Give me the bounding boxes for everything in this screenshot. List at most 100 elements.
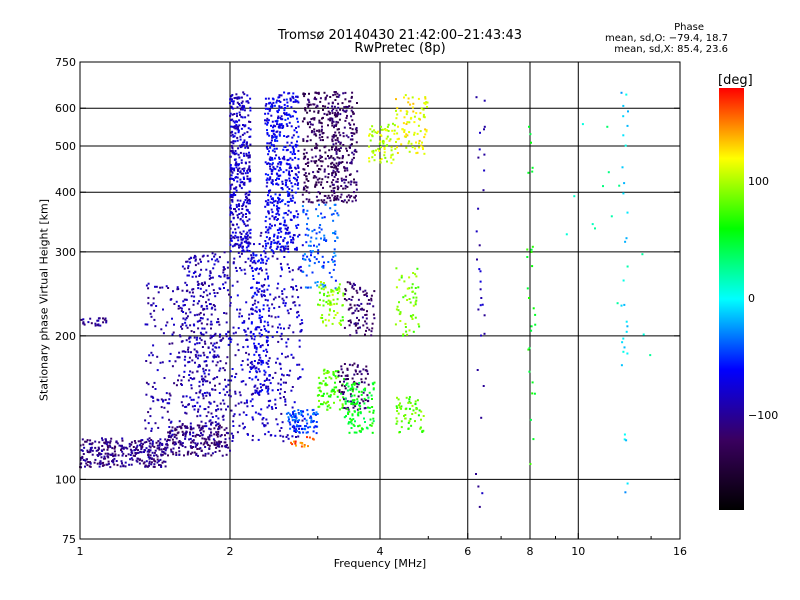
data-point bbox=[247, 327, 250, 330]
data-point bbox=[205, 425, 208, 428]
data-point bbox=[532, 307, 535, 310]
data-point bbox=[318, 386, 321, 389]
data-point bbox=[290, 106, 293, 109]
data-point bbox=[147, 448, 150, 451]
data-point bbox=[206, 391, 209, 394]
data-point bbox=[245, 154, 248, 157]
data-point bbox=[356, 408, 359, 411]
data-point bbox=[202, 394, 205, 397]
data-point bbox=[146, 465, 149, 468]
colorbar bbox=[719, 88, 744, 510]
data-point bbox=[621, 341, 624, 344]
data-point bbox=[249, 128, 252, 131]
data-point bbox=[201, 426, 204, 429]
data-point bbox=[125, 446, 127, 449]
data-point bbox=[137, 440, 140, 443]
data-point bbox=[271, 179, 274, 182]
data-point bbox=[335, 148, 338, 151]
data-point bbox=[238, 203, 240, 206]
data-point bbox=[280, 250, 283, 253]
data-point bbox=[274, 371, 277, 374]
data-point bbox=[240, 252, 243, 255]
data-point bbox=[89, 450, 92, 453]
data-point bbox=[414, 420, 416, 423]
data-point bbox=[102, 461, 105, 464]
data-point bbox=[366, 326, 369, 329]
data-point bbox=[290, 125, 293, 128]
data-point bbox=[206, 380, 209, 383]
data-point bbox=[250, 256, 253, 259]
data-point bbox=[215, 364, 218, 367]
data-point bbox=[383, 147, 386, 149]
data-point bbox=[305, 419, 308, 422]
data-point bbox=[290, 199, 293, 202]
data-point bbox=[238, 184, 241, 187]
data-point bbox=[297, 296, 300, 299]
data-point bbox=[332, 120, 335, 123]
data-point bbox=[334, 381, 336, 384]
data-point bbox=[309, 139, 312, 142]
data-point bbox=[84, 459, 87, 462]
data-point bbox=[229, 114, 232, 117]
data-point bbox=[241, 238, 244, 241]
data-point bbox=[138, 462, 141, 465]
data-point bbox=[408, 407, 411, 410]
data-point bbox=[230, 95, 233, 98]
data-point bbox=[169, 436, 172, 439]
data-point bbox=[231, 196, 234, 199]
data-point bbox=[259, 267, 262, 270]
data-point bbox=[360, 308, 363, 311]
data-point bbox=[271, 163, 274, 166]
data-point bbox=[107, 452, 110, 455]
data-point bbox=[367, 399, 370, 402]
data-point bbox=[607, 171, 610, 174]
data-point bbox=[261, 384, 264, 387]
data-point bbox=[179, 443, 182, 445]
data-point bbox=[166, 444, 169, 447]
data-point bbox=[230, 375, 233, 378]
data-point bbox=[279, 363, 282, 366]
chart-title: Tromsø 20140430 21:42:00–21:43:43 bbox=[277, 28, 523, 43]
data-point bbox=[348, 307, 351, 310]
data-point bbox=[271, 135, 274, 137]
data-point bbox=[278, 158, 281, 160]
data-point bbox=[246, 358, 249, 361]
data-point bbox=[321, 317, 324, 319]
data-point bbox=[481, 303, 484, 306]
data-point bbox=[296, 316, 299, 319]
data-point bbox=[265, 146, 268, 149]
data-point bbox=[337, 111, 339, 114]
data-point bbox=[265, 268, 268, 271]
data-point bbox=[226, 391, 229, 394]
data-point bbox=[185, 298, 188, 301]
data-point bbox=[356, 304, 359, 307]
data-point bbox=[317, 386, 320, 389]
data-point bbox=[288, 324, 291, 327]
data-point bbox=[396, 138, 399, 141]
data-point bbox=[338, 322, 341, 324]
data-point bbox=[315, 232, 318, 235]
data-point bbox=[225, 335, 228, 338]
data-point bbox=[318, 399, 320, 402]
data-point bbox=[281, 118, 284, 121]
data-point bbox=[227, 343, 230, 346]
data-point bbox=[341, 161, 344, 163]
data-point bbox=[222, 388, 225, 391]
data-point bbox=[336, 287, 339, 290]
data-point bbox=[285, 381, 287, 384]
data-point bbox=[337, 374, 340, 377]
data-point bbox=[206, 254, 209, 257]
data-point bbox=[368, 134, 370, 137]
data-point bbox=[286, 148, 289, 151]
data-point bbox=[626, 265, 629, 268]
data-point bbox=[261, 315, 264, 318]
data-point bbox=[147, 453, 150, 456]
data-point bbox=[150, 395, 153, 398]
data-point bbox=[300, 319, 303, 322]
data-point bbox=[240, 159, 243, 162]
data-point bbox=[330, 390, 333, 393]
data-point bbox=[241, 133, 244, 136]
data-point bbox=[346, 114, 348, 117]
data-point bbox=[284, 398, 287, 401]
data-point bbox=[271, 335, 274, 338]
